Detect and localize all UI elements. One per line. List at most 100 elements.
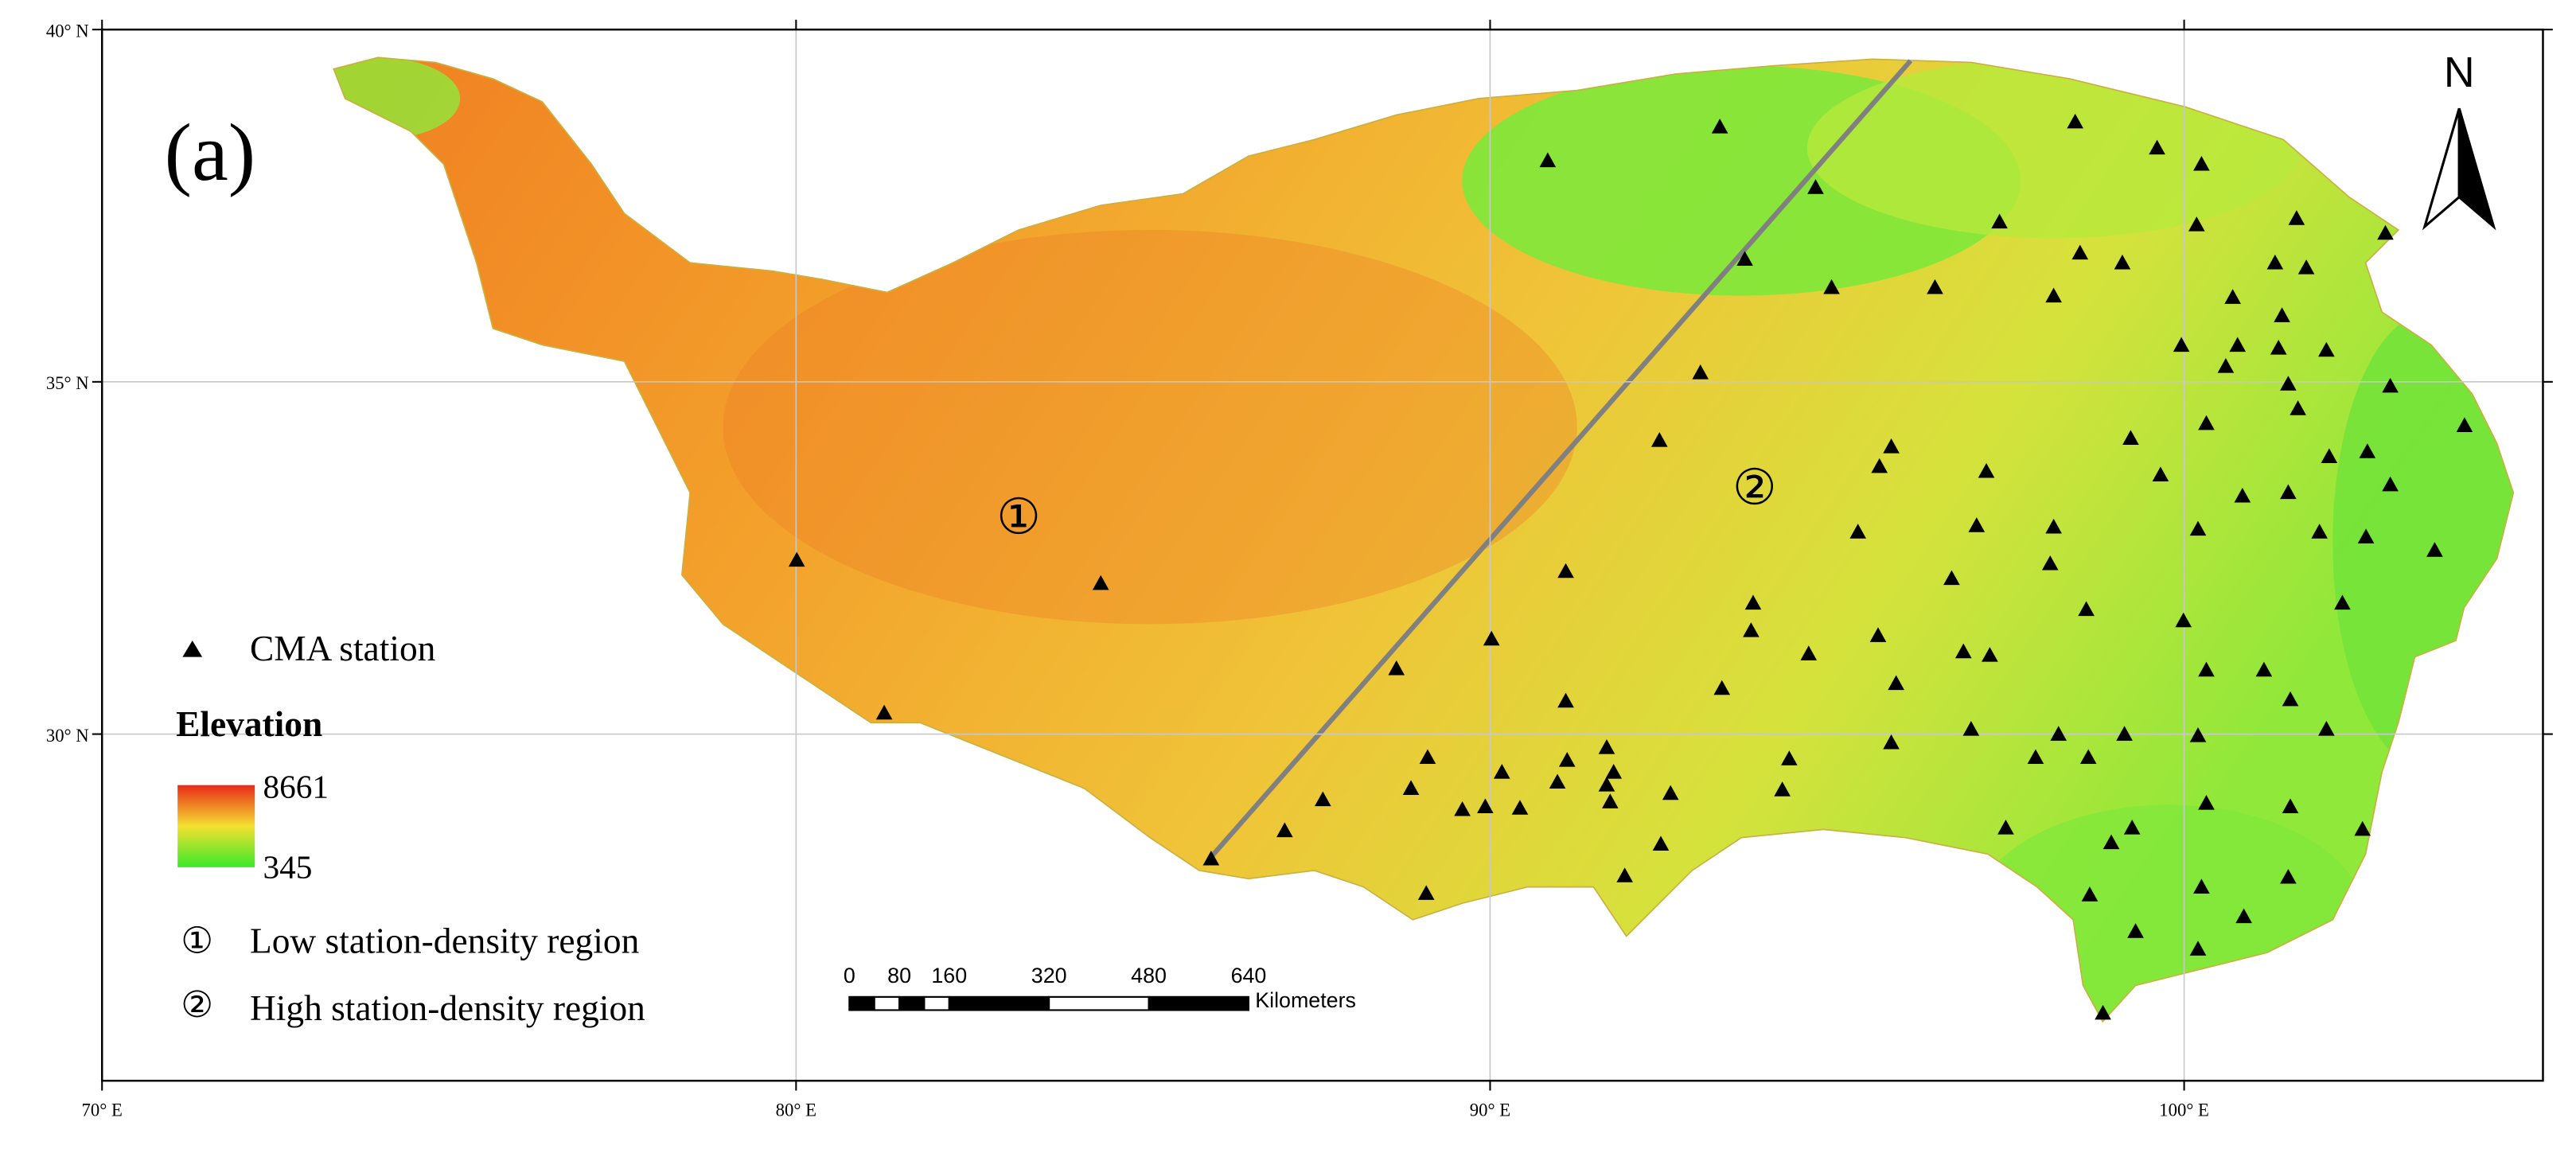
station <box>2198 415 2215 430</box>
station <box>1662 785 1679 800</box>
station <box>2318 721 2335 736</box>
station <box>2045 518 2062 534</box>
scale-label: 320 <box>1031 964 1067 987</box>
station <box>2175 612 2192 628</box>
station <box>1616 867 1633 882</box>
station <box>2078 601 2095 617</box>
legend-station-symbol <box>182 641 203 657</box>
station <box>788 551 805 567</box>
station <box>2079 749 2097 765</box>
station <box>2290 400 2306 415</box>
station <box>1962 721 1980 736</box>
station <box>2255 661 2273 677</box>
elevation-min: 345 <box>263 848 313 885</box>
station <box>2116 726 2133 741</box>
station <box>2067 113 2083 129</box>
station <box>2102 834 2120 850</box>
station <box>1598 776 1615 792</box>
station <box>2224 289 2241 304</box>
station <box>2173 337 2190 353</box>
station <box>2456 417 2473 433</box>
station <box>2050 726 2067 741</box>
station <box>1888 675 1904 691</box>
scale-unit: Kilometers <box>1255 988 1356 1012</box>
station <box>2359 443 2376 458</box>
scale-label: 640 <box>1231 964 1267 987</box>
lon-label: 80° E <box>776 1100 816 1120</box>
station <box>2188 216 2205 232</box>
station <box>2071 244 2089 260</box>
station <box>1781 750 1798 765</box>
station <box>2382 476 2399 492</box>
station <box>2270 340 2287 355</box>
station <box>1692 364 1709 380</box>
station <box>1558 751 1576 767</box>
station <box>1598 739 1615 754</box>
station <box>2282 798 2299 814</box>
station <box>2311 524 2328 539</box>
station <box>2081 886 2099 902</box>
station <box>1402 780 1420 795</box>
station <box>1849 524 1867 539</box>
north-arrow <box>2457 107 2496 231</box>
station <box>1602 793 1619 808</box>
station <box>2127 923 2144 938</box>
station <box>1800 645 1818 660</box>
station <box>2095 1004 2111 1020</box>
station <box>1419 749 1436 765</box>
station <box>1314 791 1331 807</box>
station <box>1869 627 1887 642</box>
station <box>2149 139 2165 155</box>
station <box>2229 337 2247 353</box>
station <box>1511 800 1529 815</box>
station <box>1743 622 1760 637</box>
station <box>2318 341 2335 357</box>
station <box>2198 795 2215 810</box>
station <box>875 704 893 720</box>
legend-label: High station-density region <box>250 988 645 1028</box>
station <box>2280 484 2297 500</box>
lon-label: 100° E <box>2159 1100 2209 1120</box>
station <box>1823 279 1840 294</box>
station <box>1736 251 1753 267</box>
station <box>2235 908 2252 924</box>
station <box>1549 773 1566 789</box>
station <box>1713 680 1731 695</box>
station <box>2123 819 2141 835</box>
scale-label: 160 <box>931 964 967 987</box>
station <box>2288 210 2305 225</box>
scale-segment <box>948 995 1050 1011</box>
station <box>1092 575 1109 590</box>
station <box>1477 798 1494 814</box>
station <box>2027 749 2044 765</box>
map-frame <box>100 28 2544 1082</box>
station <box>1454 800 1471 816</box>
station <box>2282 691 2299 707</box>
station <box>1997 819 2014 835</box>
station <box>2152 466 2169 481</box>
legend-title: Elevation <box>176 704 322 744</box>
legend-label: Low station-density region <box>250 921 640 960</box>
region-marker: ① <box>996 491 1041 545</box>
station <box>1871 458 1888 473</box>
legend-symbol: ② <box>181 985 213 1025</box>
station <box>1276 822 1293 838</box>
station <box>2122 430 2139 445</box>
station <box>1774 781 1791 797</box>
region-divider <box>1209 59 1913 859</box>
lon-label: 90° E <box>1470 1100 1510 1120</box>
elevation-max: 8661 <box>263 768 329 804</box>
station <box>1943 570 1960 586</box>
station <box>1650 432 1668 447</box>
station <box>2189 941 2207 956</box>
station <box>2189 520 2207 536</box>
station <box>1991 213 2008 229</box>
station <box>1744 594 1762 610</box>
elevation-colorbar <box>177 785 255 867</box>
panel-label: (a) <box>165 107 256 198</box>
station <box>2193 155 2210 171</box>
stations <box>788 113 2473 1020</box>
station <box>2321 448 2338 463</box>
station <box>2274 307 2290 322</box>
